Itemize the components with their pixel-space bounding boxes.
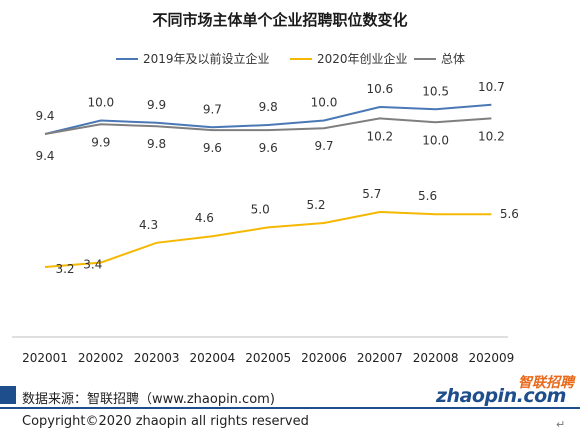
series-line-established-firms [44, 103, 492, 135]
data-label-startup-firms: 5.7 [362, 187, 381, 201]
footer-divider [0, 407, 580, 409]
data-label-overall: 9.4 [35, 149, 54, 163]
copyright-note: Copyright©2020 zhaopin all rights reserv… [22, 414, 309, 429]
data-label-startup-firms: 5.0 [251, 202, 270, 216]
data-label-startup-firms: 4.6 [195, 211, 214, 225]
data-labels: 9.4 10.0 9.9 9.7 9.8 10.0 10.6 10.5 10.7 3.2 3.4 4.… [35, 80, 518, 276]
data-label-established-firms: 10.0 [87, 96, 114, 110]
data-label-overall: 10.2 [478, 129, 505, 143]
data-label-startup-firms: 3.2 [55, 262, 74, 276]
data-label-startup-firms: 5.6 [500, 207, 519, 221]
x-tick-label: 202009 [468, 351, 514, 365]
series-line-overall [44, 117, 492, 135]
data-label-established-firms: 10.6 [366, 82, 393, 96]
legend-label-overall: 总体 [441, 52, 465, 66]
x-tick-label: 202002 [78, 351, 124, 365]
data-label-startup-firms: 5.6 [418, 189, 437, 203]
data-label-startup-firms: 4.3 [139, 218, 158, 232]
brand-logo-cn: 智联招聘 [518, 375, 574, 391]
x-tick-label: 202004 [189, 351, 235, 365]
data-label-established-firms: 10.5 [422, 84, 449, 98]
data-label-startup-firms: 5.2 [306, 198, 325, 212]
x-tick-label: 202003 [134, 351, 180, 365]
chart-title: 不同市场主体单个企业招聘职位数变化 [152, 11, 407, 29]
data-label-established-firms: 9.4 [35, 109, 54, 123]
x-tick-label: 202006 [301, 351, 347, 365]
x-tick-label: 202008 [413, 351, 459, 365]
brand-logo: 智联招聘 zhaopin.com [436, 372, 576, 408]
series-layer [44, 103, 492, 268]
legend-label-startup-firms: 2020年创业企业 [317, 51, 408, 66]
data-label-overall: 9.8 [147, 137, 166, 151]
x-tick-label: 202005 [245, 351, 291, 365]
line-chart: 不同市场主体单个企业招聘职位数变化 2019年及以前设立企业 2020年创业企业 总… [12, 11, 519, 365]
data-label-overall: 10.0 [422, 133, 449, 147]
return-mark: ↵ [556, 418, 566, 431]
data-label-established-firms: 9.8 [259, 100, 278, 114]
data-label-overall: 9.9 [91, 135, 110, 149]
data-label-established-firms: 10.7 [478, 80, 505, 94]
data-label-overall: 10.2 [366, 129, 393, 143]
data-label-established-firms: 10.0 [311, 96, 338, 110]
series-line-startup-firms [44, 210, 492, 268]
data-label-startup-firms: 3.4 [83, 258, 102, 272]
data-label-overall: 9.6 [203, 141, 222, 155]
footer-accent-bar [0, 386, 16, 404]
data-label-established-firms: 9.9 [147, 98, 166, 112]
data-label-established-firms: 9.7 [203, 102, 222, 116]
legend: 2019年及以前设立企业 2020年创业企业 总体 [116, 51, 465, 66]
x-axis-ticks: 202001 202002 202003 202004 202005 202006 2020… [22, 351, 514, 365]
data-source-note: 数据来源：智联招聘（www.zhaopin.com) [22, 392, 275, 407]
data-label-overall: 9.7 [314, 139, 333, 153]
x-tick-label: 202007 [357, 351, 403, 365]
x-tick-label: 202001 [22, 351, 68, 365]
legend-label-established-firms: 2019年及以前设立企业 [143, 51, 270, 66]
data-label-overall: 9.6 [259, 141, 278, 155]
brand-logo-en: zhaopin.com [436, 385, 566, 407]
